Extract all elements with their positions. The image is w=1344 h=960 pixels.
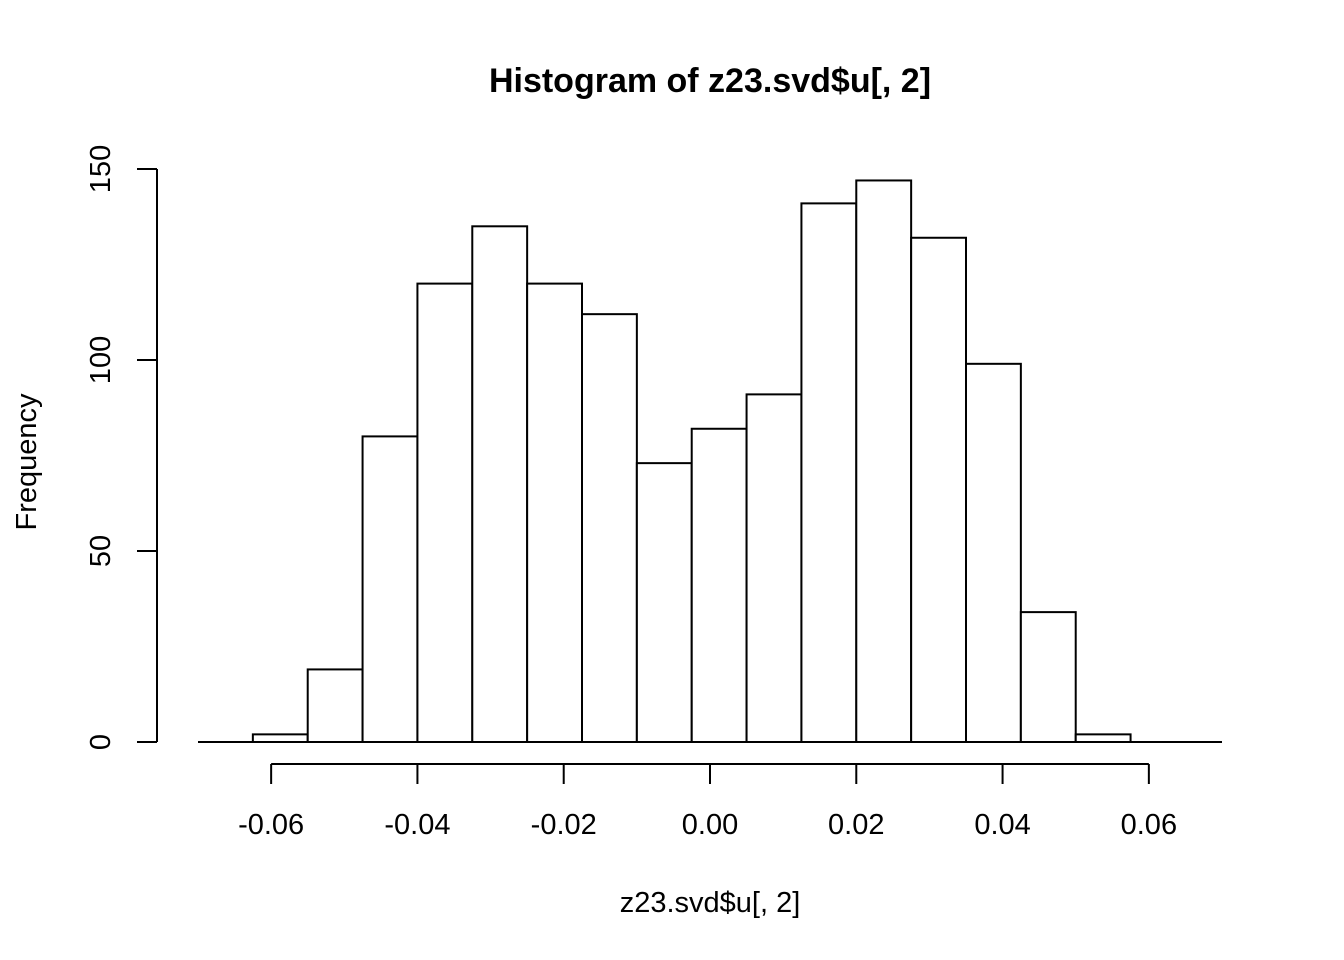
histogram-bar xyxy=(471,225,529,744)
chart-title: Histogram of z23.svd$u[, 2] xyxy=(489,62,931,100)
histogram-bar xyxy=(910,236,968,743)
bars-group xyxy=(198,179,1222,744)
y-tick-label: 0 xyxy=(85,734,117,750)
histogram-bar xyxy=(1074,733,1132,743)
histogram-bar xyxy=(690,427,748,743)
x-tick-label: 0.00 xyxy=(682,809,738,841)
y-tick-label: 150 xyxy=(85,145,117,193)
x-tick-label: -0.04 xyxy=(384,809,450,841)
histogram-bar xyxy=(581,313,638,743)
x-axis: -0.06 -0.04 -0.02 0.00 0.02 0.04 0.06 xyxy=(238,763,1177,841)
x-tick-label: 0.02 xyxy=(828,809,884,841)
histogram-bar xyxy=(361,435,419,743)
x-tick-label: -0.02 xyxy=(531,809,597,841)
histogram-bar xyxy=(745,393,803,743)
histogram-bar xyxy=(965,362,1022,743)
y-axis: 0 50 100 150 xyxy=(85,145,158,750)
x-tick-label: -0.06 xyxy=(238,809,304,841)
y-tick-label: 50 xyxy=(85,535,117,567)
y-axis-label: Frequency xyxy=(11,393,43,531)
histogram-bar xyxy=(526,282,584,743)
histogram-bar xyxy=(416,282,474,743)
y-tick-label: 100 xyxy=(85,336,117,384)
histogram-bar xyxy=(251,733,309,743)
x-tick-label: 0.04 xyxy=(974,809,1030,841)
histogram-bar xyxy=(1019,611,1077,743)
x-tick-label: 0.06 xyxy=(1121,809,1177,841)
x-axis-label: z23.svd$u[, 2] xyxy=(620,887,801,919)
histogram-bar xyxy=(306,668,364,743)
histogram-bar xyxy=(855,179,913,743)
histogram-bar xyxy=(800,202,858,743)
histogram-bar xyxy=(635,462,693,743)
